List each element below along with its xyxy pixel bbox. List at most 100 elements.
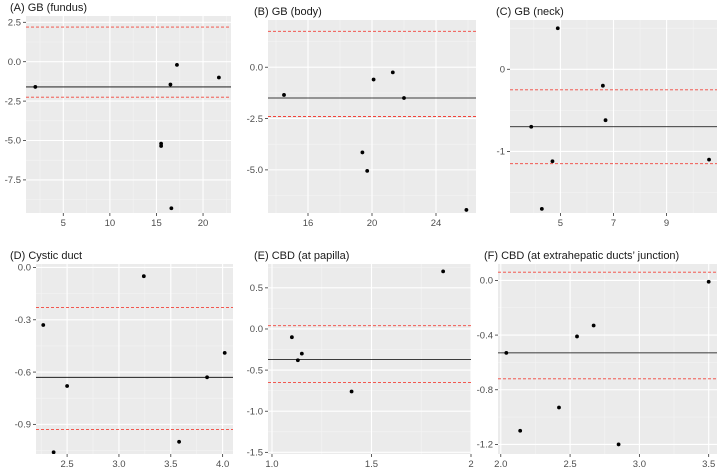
x-tick-label: 2.5: [563, 459, 576, 470]
data-point: [222, 350, 227, 355]
x-tick-label: 1.5: [365, 459, 378, 470]
panel-3: 2.5 3.0 3.5 4.0 0.0 -0.3 -0.6 -0.9 (D) Cystic du…: [10, 250, 233, 470]
x-tick-label: 20: [198, 218, 209, 229]
data-point: [289, 335, 294, 340]
x-tick-label: 24: [431, 218, 442, 229]
panel-title: (D) Cystic duct: [10, 250, 82, 262]
panel-plot-area: [268, 20, 476, 213]
y-tick-label: -0.8: [477, 385, 493, 396]
panel-title: (E) CBD (at papilla): [254, 250, 349, 262]
data-point: [707, 157, 711, 162]
panel-title: (B) GB (body): [254, 6, 322, 18]
data-point: [591, 323, 596, 328]
y-tick-label: -1.2: [477, 440, 493, 451]
data-point: [360, 150, 365, 155]
data-point: [216, 75, 221, 80]
y-tick-label: 0.5: [250, 283, 263, 294]
panel-title: (A) GB (fundus): [10, 2, 87, 14]
y-tick-label: -2.5: [247, 114, 263, 125]
data-point: [557, 405, 561, 410]
y-tick-label: -0.5: [247, 365, 263, 376]
data-point: [539, 206, 544, 211]
data-point: [51, 450, 56, 454]
data-point: [441, 269, 446, 274]
data-point: [575, 334, 579, 339]
data-point: [550, 159, 555, 164]
y-tick-label: -0.9: [15, 420, 31, 431]
data-point: [169, 206, 174, 211]
y-tick-label: -1: [497, 147, 505, 158]
data-point: [529, 124, 534, 129]
panel-background: [268, 264, 471, 454]
x-tick-label: 7: [611, 218, 616, 229]
panel-0: 5 10 15 20 2.5 0.0 -2.5 -5.0 -7.5 (A) GB (fundus): [5, 2, 231, 229]
x-tick-label: 5: [61, 218, 66, 229]
x-tick-label: 3.0: [633, 459, 646, 470]
y-tick-label: 0.0: [250, 324, 263, 335]
data-point: [365, 169, 370, 173]
panel-background: [36, 264, 233, 454]
data-point: [706, 279, 711, 284]
y-tick-label: 0.0: [480, 276, 493, 287]
x-tick-label: 3.5: [164, 459, 177, 470]
y-tick-label: -7.5: [5, 175, 21, 186]
y-tick-label: 2.5: [8, 18, 21, 29]
x-tick-label: 2.0: [494, 459, 507, 470]
x-tick-label: 5: [558, 218, 563, 229]
data-point: [402, 96, 406, 100]
y-tick-label: 0.0: [18, 263, 31, 274]
data-point: [65, 384, 70, 388]
panel-4: 1.0 1.5 2 0.5 0.0 -0.5 -1.0 -1.5 (E) CBD (at pap…: [247, 250, 474, 470]
data-point: [141, 274, 146, 279]
data-point: [175, 62, 179, 67]
x-tick-label: 10: [105, 218, 116, 229]
data-point: [600, 83, 605, 88]
y-tick-label: 0.0: [250, 62, 263, 73]
data-point: [504, 350, 509, 355]
x-tick-label: 20: [367, 218, 378, 229]
data-point: [41, 323, 46, 327]
x-tick-label: 1.0: [265, 459, 278, 470]
x-tick-label: 4.0: [216, 459, 229, 470]
y-tick-label: 0: [500, 64, 505, 75]
panel-title: (F) CBD (at extrahepatic ducts’ junction…: [484, 250, 679, 262]
data-point: [159, 144, 164, 148]
data-point: [555, 26, 560, 31]
panel-background: [26, 16, 231, 213]
data-point: [205, 375, 209, 380]
panel-5: 2.0 2.5 3.0 3.5 0.0 -0.4 -0.8 -1.2 (F) CBD (at e…: [477, 250, 717, 470]
y-tick-label: -2.5: [5, 96, 21, 107]
y-tick-label: -1.0: [247, 406, 263, 417]
x-tick-label: 2: [468, 459, 473, 470]
data-point: [371, 77, 376, 82]
y-tick-label: -1.5: [247, 448, 263, 459]
panel-plot-area: [510, 20, 717, 213]
y-tick-label: -0.4: [477, 330, 493, 341]
data-point: [33, 85, 38, 89]
panel-title: (C) GB (neck): [496, 6, 564, 18]
y-tick-label: 0.0: [8, 57, 21, 68]
data-point: [616, 442, 621, 447]
y-tick-label: -0.3: [15, 315, 31, 326]
data-point: [299, 351, 304, 356]
x-tick-label: 9: [664, 218, 669, 229]
panel-1: 16 20 24 0.0 -2.5 -5.0 (B) GB (body): [247, 6, 476, 229]
y-tick-label: -5.0: [5, 136, 21, 147]
data-point: [464, 208, 469, 212]
data-point: [390, 70, 395, 75]
panel-plot-area: [26, 16, 231, 213]
x-tick-label: 16: [303, 218, 314, 229]
panel-plot-area: [36, 264, 233, 454]
data-point: [168, 82, 173, 87]
x-tick-label: 15: [151, 218, 162, 229]
data-point: [177, 439, 181, 444]
x-tick-label: 3.5: [702, 459, 715, 470]
data-point: [282, 93, 286, 97]
data-point: [295, 358, 300, 363]
panel-plot-area: [268, 264, 471, 454]
data-point: [349, 389, 354, 394]
data-point: [603, 118, 608, 123]
panel-plot-area: [498, 264, 717, 454]
x-tick-label: 2.5: [60, 459, 73, 470]
